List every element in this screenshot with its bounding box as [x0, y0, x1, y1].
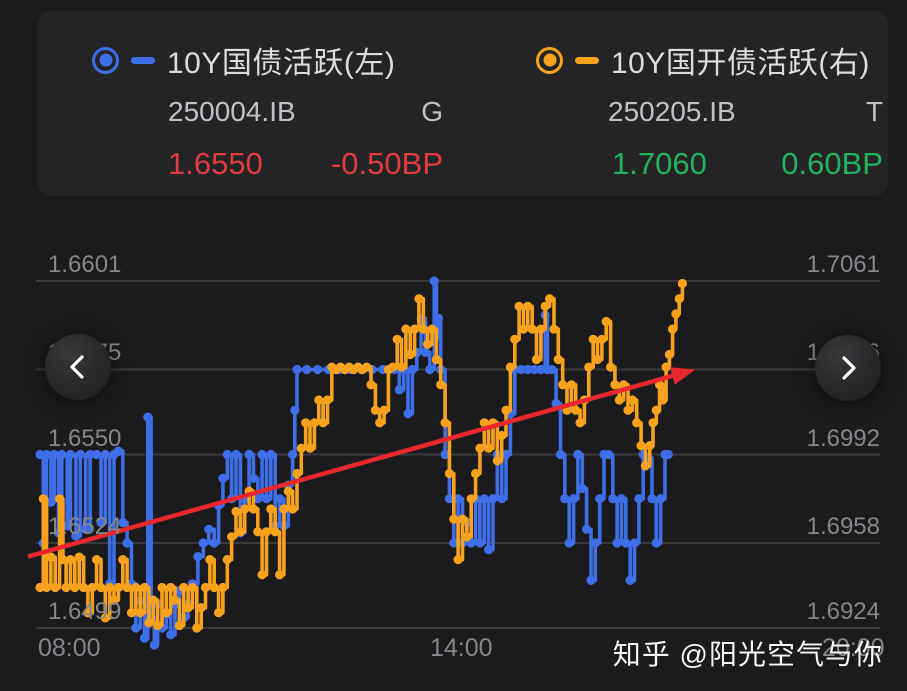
right-axis-tick: 1.7061: [806, 251, 880, 278]
right-axis-tick: 1.6958: [806, 512, 880, 540]
left-axis-tick: 1.6601: [48, 251, 122, 278]
right-axis-tick: 1.6924: [806, 598, 880, 625]
legend-label: 10Y国债活跃(左): [167, 47, 396, 80]
yield-change-right: 0.60BP: [781, 146, 883, 181]
next-page-button[interactable]: [815, 335, 881, 401]
radio-selected-icon: [92, 46, 119, 74]
blue-line-swatch-icon: [131, 56, 155, 64]
trend-arrow-head: [669, 367, 696, 385]
left-axis-tick: 1.6499: [48, 598, 122, 625]
time-axis-tick: 20:00: [822, 634, 885, 662]
security-code-left: 250004.IB: [168, 96, 296, 127]
last-yield-left: 1.6550: [168, 146, 263, 181]
quote-header-card: 10Y国债活跃(左) 10Y国开债活跃(右) 250004.IB G 25020…: [38, 10, 888, 196]
prev-page-button[interactable]: [45, 334, 111, 400]
time-axis-tick: 14:00: [430, 634, 493, 662]
right-axis-tick: 1.6992: [806, 424, 880, 452]
legend-item-10y-cdb[interactable]: 10Y国开债活跃(右): [536, 43, 870, 80]
security-tag-left: G: [421, 96, 443, 127]
orange-line-swatch-icon: [575, 56, 599, 64]
last-yield-right: 1.7060: [612, 146, 707, 181]
security-tag-right: T: [865, 96, 883, 127]
security-code-right: 250205.IB: [608, 96, 736, 127]
time-axis-tick: 08:00: [38, 634, 101, 662]
legend-item-10y-treasury[interactable]: 10Y国债活跃(左): [92, 43, 395, 80]
chevron-left-icon: [70, 355, 84, 379]
left-axis-tick: 1.6524: [48, 512, 122, 540]
legend-label: 10Y国开债活跃(右): [611, 47, 870, 80]
yield-change-left: -0.50BP: [330, 146, 443, 181]
chevron-right-icon: [842, 356, 856, 380]
left-axis-tick: 1.6550: [48, 424, 122, 452]
trend-arrow-line: [27, 373, 674, 559]
watermark: 知乎 @阳光空气与你: [612, 639, 883, 670]
series-right: [35, 278, 688, 633]
radio-selected-icon: [536, 46, 563, 74]
